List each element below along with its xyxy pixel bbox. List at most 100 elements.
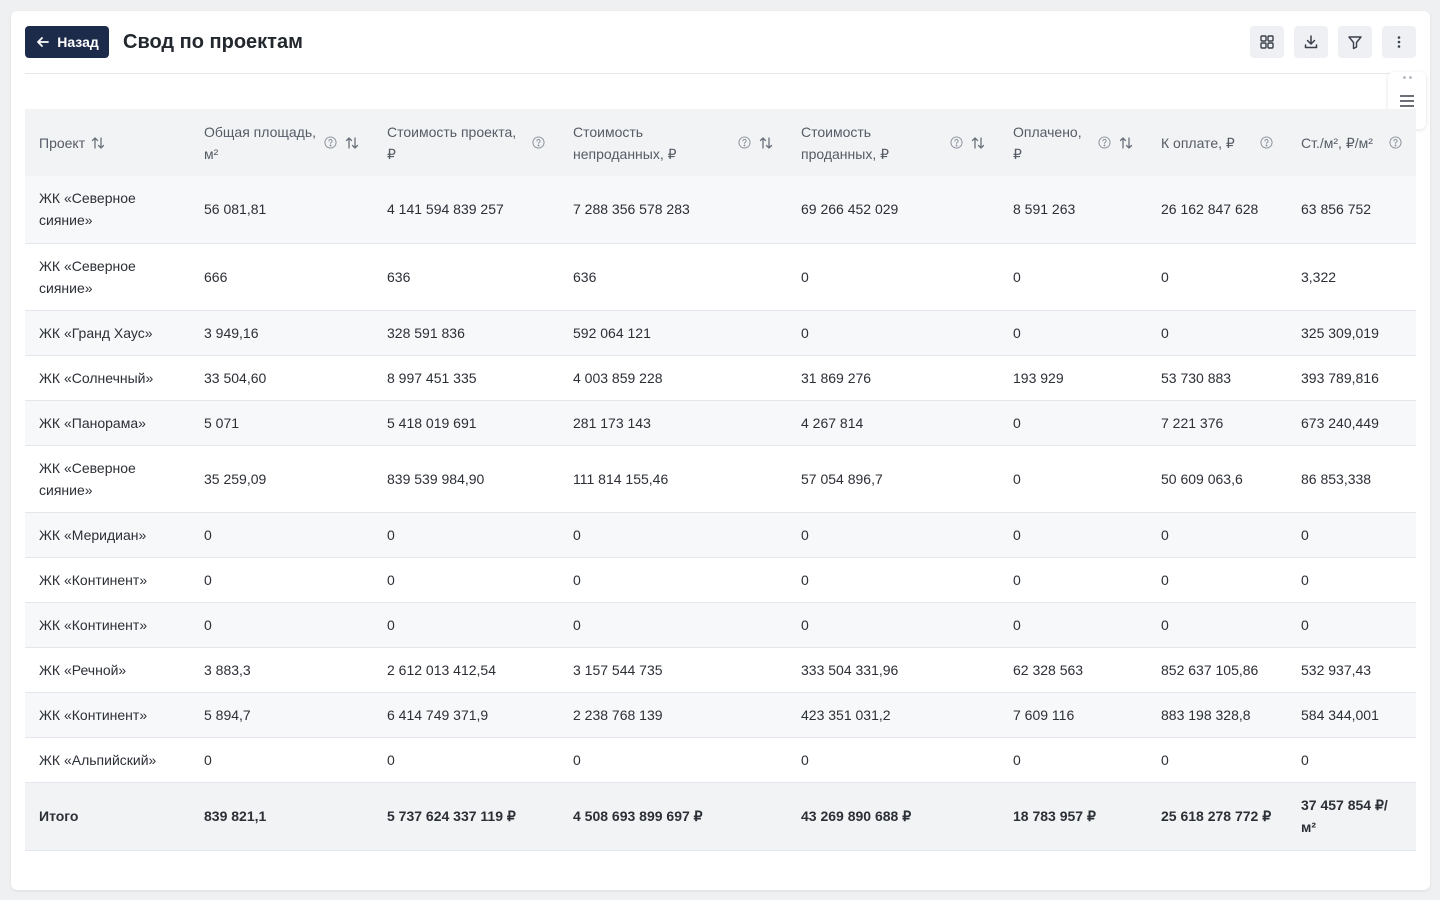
table-cell: 0: [1147, 310, 1287, 356]
back-button[interactable]: Назад: [25, 26, 109, 58]
column-header[interactable]: Стоимость непроданных, ₽: [559, 109, 787, 176]
column-header-label: Оплачено, ₽: [1013, 123, 1082, 162]
help-icon[interactable]: [532, 136, 545, 149]
table-cell: 0: [1287, 557, 1416, 603]
column-header-label: Ст./м², ₽/м²: [1301, 134, 1373, 151]
grid-view-button[interactable]: [1250, 26, 1284, 58]
table-cell: 0: [999, 310, 1147, 356]
table-row[interactable]: ЖК «Речной» 3 883,3 2 612 013 412,54 3 157 …: [25, 647, 1416, 693]
help-icon[interactable]: [1098, 136, 1111, 149]
help-icon[interactable]: [1389, 136, 1402, 149]
project-name-cell: ЖК «Солнечный»: [25, 355, 190, 401]
help-icon[interactable]: [324, 136, 337, 149]
column-header-label: Проект: [39, 134, 86, 151]
sort-icon[interactable]: [91, 136, 105, 150]
menu-icon: [1400, 94, 1414, 107]
download-icon: [1304, 35, 1318, 49]
table-cell: 57 054 896,7: [787, 445, 999, 513]
column-header-label: Стоимость проекта, ₽: [387, 123, 517, 162]
table-row[interactable]: ЖК «Континент» 0 0 0 0 0 0 0: [25, 602, 1416, 648]
project-name-cell: ЖК «Северное сияние»: [25, 445, 190, 513]
table-cell: 592 064 121: [559, 310, 787, 356]
projects-table: Проект Общая площадь, м² Стоимость проекта…: [25, 109, 1416, 851]
project-name-cell: ЖК «Речной»: [25, 647, 190, 693]
column-header[interactable]: Стоимость проданных, ₽: [787, 109, 999, 176]
table-cell: 3,322: [1287, 243, 1416, 311]
project-name-cell: ЖК «Меридиан»: [25, 512, 190, 558]
sort-icon[interactable]: [345, 136, 359, 150]
help-icon[interactable]: [1260, 136, 1273, 149]
page-title: Свод по проектам: [123, 30, 303, 53]
table-cell: 3 949,16: [190, 310, 373, 356]
table-cell: 393 789,816: [1287, 355, 1416, 401]
help-icon[interactable]: [738, 136, 751, 149]
table-cell: 666: [190, 243, 373, 311]
table-cell: 0: [373, 512, 559, 558]
arrow-left-icon: [37, 37, 50, 47]
project-name-cell: ЖК «Континент»: [25, 602, 190, 648]
table-cell: 7 288 356 578 283: [559, 176, 787, 244]
table-cell: 0: [1147, 602, 1287, 648]
page-header: Назад Свод по проектам: [25, 11, 1416, 74]
table-cell: 325 309,019: [1287, 310, 1416, 356]
total-cell: 839 821,1: [190, 782, 373, 851]
download-button[interactable]: [1294, 26, 1328, 58]
table-cell: 56 081,81: [190, 176, 373, 244]
table-cell: 0: [999, 243, 1147, 311]
total-cell: 43 269 890 688 ₽: [787, 782, 999, 851]
table-row[interactable]: ЖК «Континент» 0 0 0 0 0 0 0: [25, 557, 1416, 603]
table-cell: 111 814 155,46: [559, 445, 787, 513]
table-cell: 31 869 276: [787, 355, 999, 401]
table-cell: 0: [999, 602, 1147, 648]
table-row[interactable]: ЖК «Северное сияние» 666 636 636 0 0 0 3,322: [25, 243, 1416, 311]
table-cell: 0: [559, 512, 787, 558]
table-cell: 0: [373, 737, 559, 783]
sort-icon[interactable]: [971, 136, 985, 150]
table-cell: 0: [999, 400, 1147, 446]
table-cell: 0: [559, 557, 787, 603]
table-row[interactable]: ЖК «Солнечный» 33 504,60 8 997 451 335 4 00…: [25, 355, 1416, 401]
table-cell: 5 894,7: [190, 692, 373, 738]
table-row[interactable]: ЖК «Панорама» 5 071 5 418 019 691 281 173 1…: [25, 400, 1416, 446]
total-cell: 37 457 854 ₽/м²: [1287, 782, 1416, 851]
total-cell: 25 618 278 772 ₽: [1147, 782, 1287, 851]
filter-button[interactable]: [1338, 26, 1372, 58]
table-cell: 86 853,338: [1287, 445, 1416, 513]
column-header-label: Общая площадь, м²: [204, 123, 317, 162]
column-header[interactable]: Проект: [25, 109, 190, 176]
table-cell: 193 929: [999, 355, 1147, 401]
table-cell: 7 221 376: [1147, 400, 1287, 446]
table-cell: 0: [1287, 602, 1416, 648]
project-name-cell: ЖК «Северное сияние»: [25, 243, 190, 311]
sort-icon[interactable]: [759, 136, 773, 150]
table-cell: 0: [787, 512, 999, 558]
table-cell: 53 730 883: [1147, 355, 1287, 401]
column-header: Ст./м², ₽/м²: [1287, 109, 1416, 176]
total-cell: 5 737 624 337 119 ₽: [373, 782, 559, 851]
project-name-cell: ЖК «Континент»: [25, 692, 190, 738]
table-cell: 0: [190, 512, 373, 558]
column-header[interactable]: Общая площадь, м²: [190, 109, 373, 176]
table-cell: 636: [373, 243, 559, 311]
project-name-cell: ЖК «Альпийский»: [25, 737, 190, 783]
help-icon[interactable]: [950, 136, 963, 149]
table-cell: 69 266 452 029: [787, 176, 999, 244]
table-cell: 0: [373, 602, 559, 648]
table-cell: 33 504,60: [190, 355, 373, 401]
table-cell: 883 198 328,8: [1147, 692, 1287, 738]
table-row[interactable]: ЖК «Континент» 5 894,7 6 414 749 371,9 2 23…: [25, 692, 1416, 738]
filter-icon: [1348, 36, 1362, 50]
table-row[interactable]: ЖК «Северное сияние» 35 259,09 839 539 984…: [25, 445, 1416, 513]
table-cell: 0: [999, 445, 1147, 513]
project-name-cell: ЖК «Континент»: [25, 557, 190, 603]
table-row[interactable]: ЖК «Северное сияние» 56 081,81 4 141 594 8…: [25, 176, 1416, 244]
more-button[interactable]: [1382, 26, 1416, 58]
sort-icon[interactable]: [1119, 136, 1133, 150]
table-cell: 4 003 859 228: [559, 355, 787, 401]
table-row[interactable]: ЖК «Гранд Хаус» 3 949,16 328 591 836 592 06…: [25, 310, 1416, 356]
table-row[interactable]: ЖК «Альпийский» 0 0 0 0 0 0 0: [25, 737, 1416, 783]
table-cell: 0: [190, 557, 373, 603]
column-header[interactable]: Оплачено, ₽: [999, 109, 1147, 176]
table-row[interactable]: ЖК «Меридиан» 0 0 0 0 0 0 0: [25, 512, 1416, 558]
table-cell: 35 259,09: [190, 445, 373, 513]
